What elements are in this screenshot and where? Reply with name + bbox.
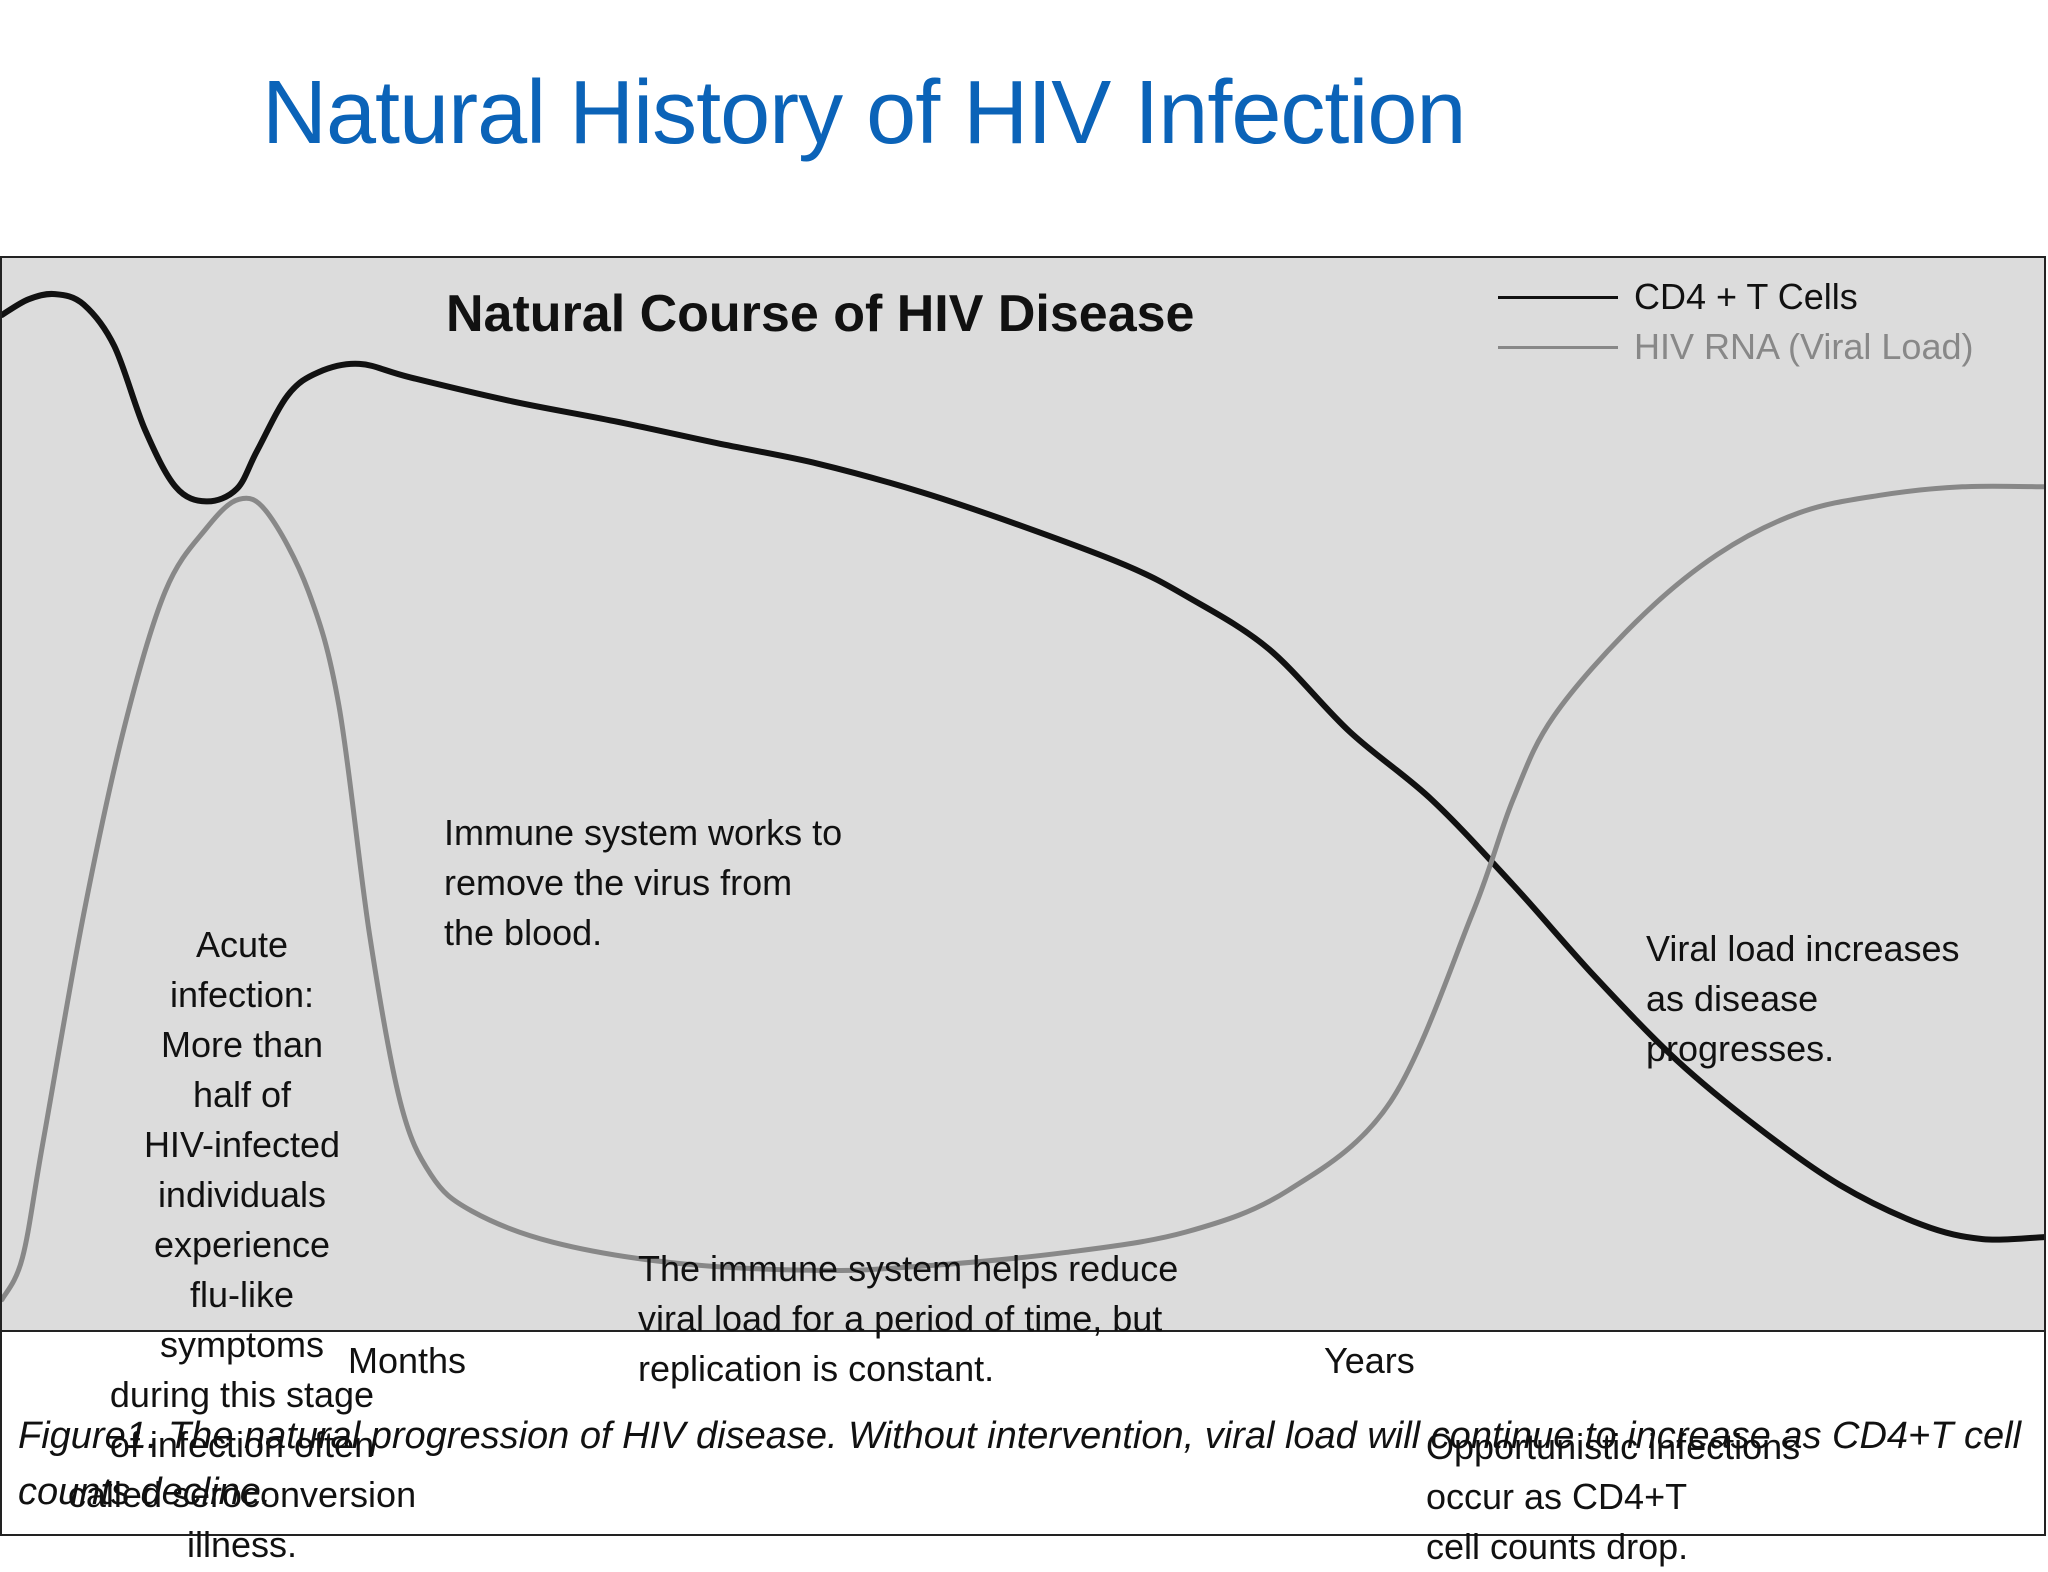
series-line-viral-load [2,483,2044,1303]
legend-swatch-viral-load [1498,345,1618,349]
plot-area: Natural Course of HIV Disease CD4 + T Ce… [2,258,2044,1567]
annotation-acute-infection: Acute infection: More than half of HIV-i… [67,924,417,1565]
legend-label-cd4: CD4 + T Cells [1634,276,1858,317]
legend-item-cd4: CD4 + T Cells [1498,272,1973,322]
x-axis-label-years: Years [1324,1340,1415,1381]
series-line-cd4 [2,290,2044,1243]
x-axis-label-months: Months [348,1340,467,1381]
annotation-immune-system: Immune system works to remove the virus … [444,812,843,953]
chart-title: Natural Course of HIV Disease [446,285,1195,343]
slide-title: Natural History of HIV Infection [262,63,1466,163]
figure-caption: Figure1. The natural progression of HIV … [18,1415,2022,1513]
legend-item-viral-load: HIV RNA (Viral Load) [1498,322,1973,372]
legend-swatch-cd4 [1498,295,1618,299]
legend-label-viral-load: HIV RNA (Viral Load) [1634,326,1974,367]
annotation-viral-load-reduction: The immune system helps reduce viral loa… [638,1248,1179,1389]
legend: CD4 + T Cells HIV RNA (Viral Load) [1498,272,1973,372]
plot-svg [2,290,2044,1303]
figure: Natural Course of HIV Disease CD4 + T Ce… [0,256,2046,1567]
annotation-viral-load-increase: Viral load increases as disease progress… [1646,928,1960,1069]
